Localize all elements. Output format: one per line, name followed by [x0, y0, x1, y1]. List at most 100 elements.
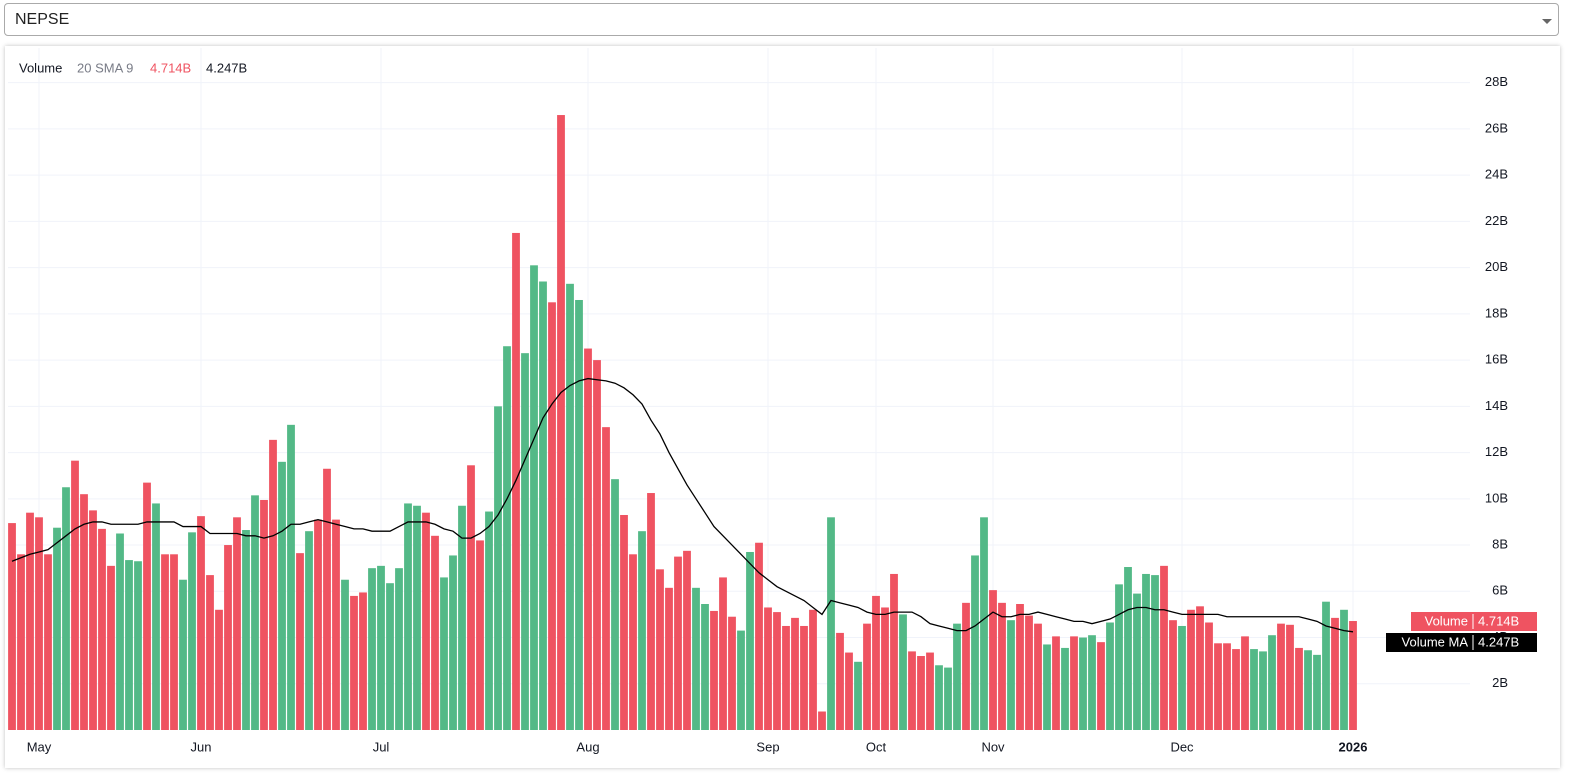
- volume-bar: [260, 499, 268, 730]
- volume-bar: [305, 531, 313, 730]
- volume-bar: [17, 554, 25, 730]
- volume-bar: [1061, 647, 1069, 730]
- volume-bar: [710, 610, 718, 730]
- y-tick-label: 8B: [1492, 536, 1508, 551]
- volume-bar: [116, 533, 124, 730]
- volume-bar: [1142, 573, 1150, 730]
- volume-bar: [1025, 615, 1033, 730]
- volume-bar: [890, 573, 898, 730]
- scale-tag-name: Volume: [1425, 613, 1468, 628]
- volume-bar: [179, 579, 187, 730]
- volume-bar: [692, 587, 700, 730]
- volume-bar: [1124, 567, 1132, 730]
- x-tick-label: May: [27, 739, 52, 754]
- volume-bar: [296, 553, 304, 730]
- volume-bar: [1331, 617, 1339, 730]
- volume-bar: [1052, 636, 1060, 730]
- scale-tag: [1386, 633, 1537, 652]
- volume-bar: [107, 565, 115, 730]
- volume-bar: [1160, 565, 1168, 730]
- volume-bar: [134, 561, 142, 730]
- volume-bar: [431, 535, 439, 730]
- volume-bar: [944, 667, 952, 730]
- volume-bar: [1106, 622, 1114, 730]
- volume-bar: [620, 514, 628, 730]
- volume-bar: [1097, 642, 1105, 730]
- volume-bar: [440, 577, 448, 730]
- volume-bar: [809, 609, 817, 730]
- volume-bar: [35, 517, 43, 730]
- x-tick-label: Dec: [1170, 739, 1194, 754]
- volume-bar: [1286, 624, 1294, 730]
- y-tick-label: 24B: [1485, 167, 1508, 182]
- volume-bar: [98, 528, 106, 730]
- volume-bar: [125, 560, 133, 730]
- volume-bar: [458, 505, 466, 730]
- volume-bar: [899, 614, 907, 730]
- volume-bar: [332, 519, 340, 730]
- scale-tag: [1411, 612, 1537, 631]
- volume-bar: [998, 602, 1006, 730]
- scale-tag-value: 4.247B: [1478, 634, 1519, 649]
- volume-bar: [251, 495, 259, 730]
- volume-bar: [404, 503, 412, 730]
- scale-tag-name: Volume MA: [1402, 634, 1469, 649]
- volume-bar: [143, 482, 151, 730]
- y-tick-label: 6B: [1492, 583, 1508, 598]
- volume-bar: [368, 568, 376, 730]
- x-tick-label: Sep: [756, 739, 779, 754]
- volume-bar: [602, 427, 610, 730]
- volume-bar: [854, 661, 862, 730]
- scale-tag-value: 4.714B: [1478, 613, 1519, 628]
- y-tick-label: 16B: [1485, 352, 1508, 367]
- chevron-icon: [1542, 19, 1552, 24]
- volume-bar: [1322, 601, 1330, 730]
- volume-bar: [701, 604, 709, 730]
- volume-bar: [377, 565, 385, 730]
- symbol-select[interactable]: NEPSE: [4, 3, 1559, 36]
- volume-bar: [638, 531, 646, 730]
- volume-bar: [593, 360, 601, 730]
- volume-bar: [62, 487, 70, 730]
- volume-bar: [764, 607, 772, 730]
- volume-bar: [1187, 609, 1195, 730]
- volume-bar: [1232, 649, 1240, 730]
- volume-bar: [1295, 647, 1303, 730]
- volume-bar: [485, 511, 493, 730]
- volume-bar: [1043, 644, 1051, 730]
- volume-bar: [584, 348, 592, 730]
- volume-bar: [386, 583, 394, 730]
- volume-bar: [8, 523, 16, 730]
- volume-bar: [773, 612, 781, 730]
- volume-bar: [800, 625, 808, 730]
- volume-bar: [395, 568, 403, 730]
- volume-bar: [503, 346, 511, 730]
- volume-bar: [1214, 643, 1222, 730]
- volume-bar: [962, 602, 970, 730]
- volume-bar: [1196, 606, 1204, 730]
- volume-bar: [746, 551, 754, 730]
- y-tick-label: 14B: [1485, 398, 1508, 413]
- x-tick-label: 2026: [1339, 739, 1368, 754]
- volume-bar: [971, 555, 979, 730]
- volume-bar: [341, 579, 349, 730]
- y-tick-label: 26B: [1485, 120, 1508, 135]
- volume-bar: [494, 406, 502, 730]
- volume-bar: [935, 665, 943, 730]
- volume-bar: [1250, 649, 1258, 730]
- volume-bar: [89, 510, 97, 730]
- volume-bar: [737, 630, 745, 730]
- volume-bar: [629, 554, 637, 730]
- volume-bar: [1178, 625, 1186, 730]
- volume-bar: [656, 569, 664, 730]
- volume-bar: [1016, 604, 1024, 730]
- volume-bar: [188, 532, 196, 730]
- volume-bar: [980, 517, 988, 730]
- volume-bar: [278, 461, 286, 730]
- symbol-value: NEPSE: [15, 11, 70, 28]
- x-tick-label: Aug: [576, 739, 599, 754]
- legend-ma-value: 4.247B: [206, 60, 247, 75]
- volume-bar: [1070, 636, 1078, 730]
- volume-bar: [782, 625, 790, 730]
- volume-bar: [1304, 650, 1312, 730]
